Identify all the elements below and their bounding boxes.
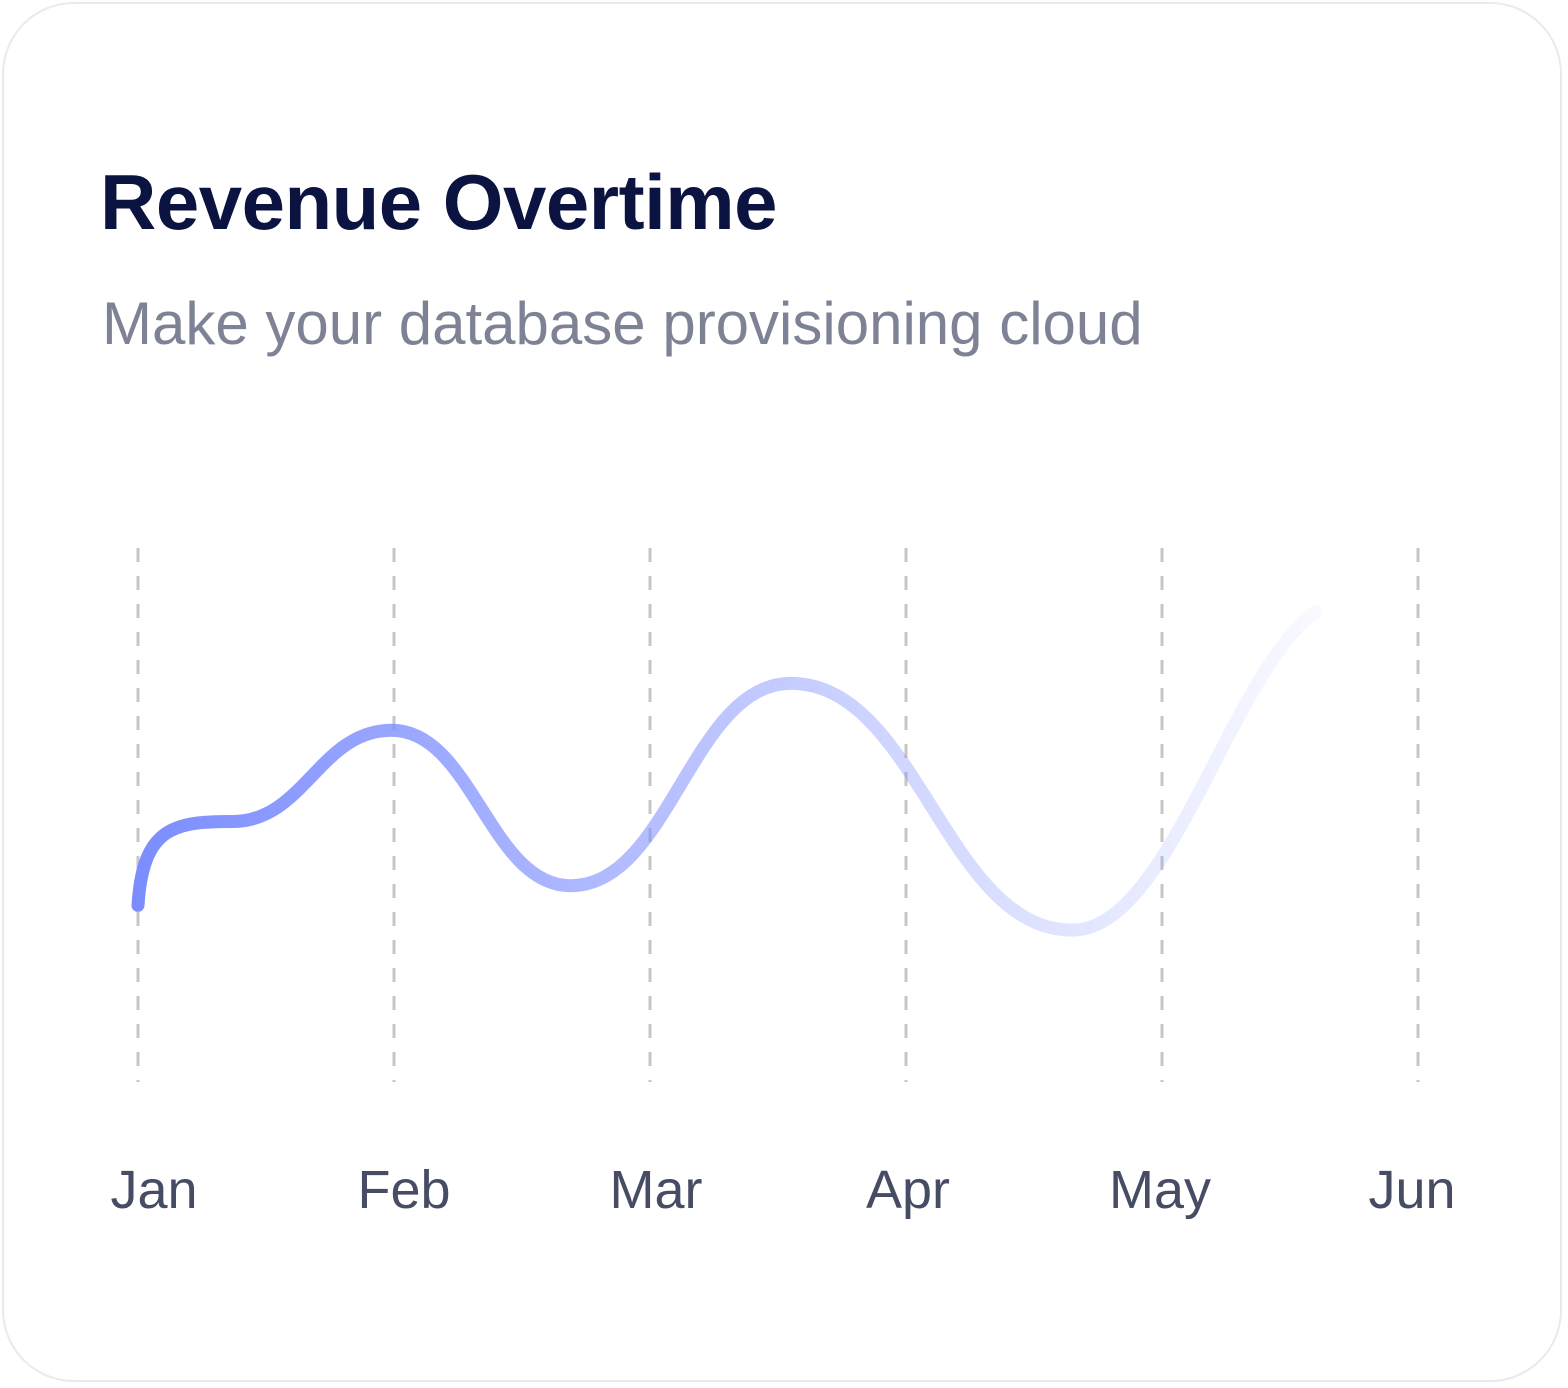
chart-title: Revenue Overtime	[100, 158, 777, 246]
revenue-series-line	[131, 605, 1323, 937]
tick-label-jan: Jan	[110, 1160, 197, 1220]
tick-label-feb: Feb	[357, 1160, 450, 1220]
chart-subtitle: Make your database provisioning cloud	[102, 290, 1143, 357]
tick-label-apr: Apr	[866, 1160, 950, 1220]
x-axis-tick-labels: Jan Feb Mar Apr May Jun	[110, 1160, 1455, 1220]
tick-label-mar: Mar	[610, 1160, 703, 1220]
series-line-group	[131, 605, 1323, 937]
tick-label-may: May	[1109, 1160, 1211, 1220]
tick-label-jun: Jun	[1368, 1160, 1455, 1220]
grid-lines	[136, 548, 1420, 1082]
